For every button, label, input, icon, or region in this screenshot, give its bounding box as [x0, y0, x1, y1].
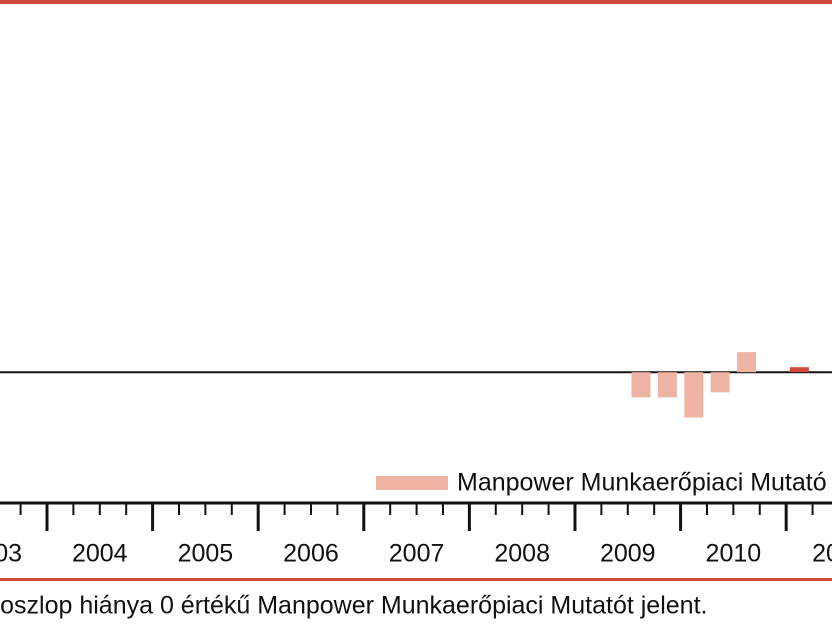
x-tick-label: 2008: [494, 540, 550, 568]
x-tick-label: 2005: [178, 540, 234, 568]
bar: [710, 372, 730, 393]
legend-swatch: [376, 476, 448, 490]
bottom-rule: [0, 578, 832, 581]
x-tick-label: 2003: [0, 540, 22, 568]
x-tick-label: 2009: [600, 540, 656, 568]
x-tick-label: 2004: [72, 540, 128, 568]
bar: [737, 352, 757, 373]
top-rule: [0, 0, 832, 4]
x-tick-label: 2006: [283, 540, 339, 568]
bar: [684, 372, 704, 418]
bar: [789, 367, 809, 373]
footnote: Az oszlop hiánya 0 értékű Manpower Munka…: [0, 592, 707, 620]
x-tick-label: 2010: [706, 540, 762, 568]
x-tick-label: 2011: [812, 540, 832, 568]
legend-label: Manpower Munkaerőpiaci Mutató: [457, 469, 827, 497]
x-tick-label: 2007: [389, 540, 445, 568]
bar: [631, 372, 651, 398]
bar: [657, 372, 677, 398]
